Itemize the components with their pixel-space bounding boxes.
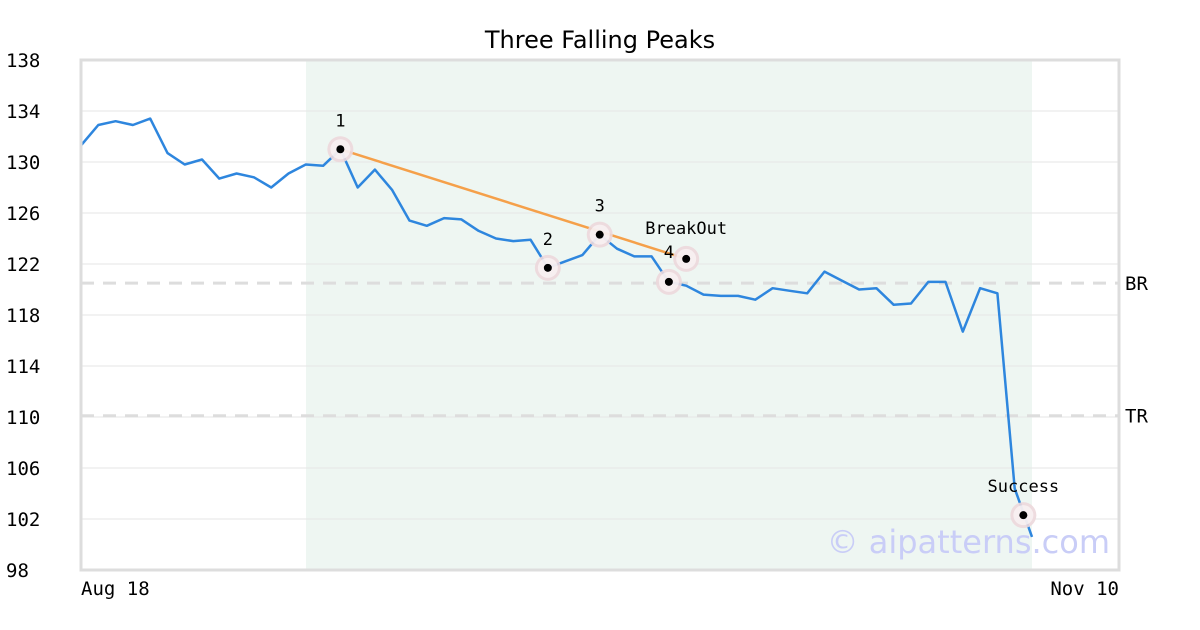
marker-label: Success: [988, 477, 1060, 497]
y-tick-label: 138: [6, 50, 40, 72]
pattern-markers: 1 2 3 4 BreakOut Success: [327, 111, 1060, 529]
x-tick-label: Aug 18: [81, 578, 150, 600]
marker-label: 4: [664, 243, 674, 263]
y-tick-label: 106: [6, 458, 40, 480]
y-tick-label: 130: [6, 152, 40, 174]
reference-line-label: TR: [1125, 406, 1148, 428]
y-tick-label: 98: [6, 560, 29, 582]
marker-dot: [543, 263, 552, 272]
marker-dot: [664, 277, 673, 286]
marker-label: 2: [543, 230, 553, 250]
y-tick-label: 122: [6, 254, 40, 276]
reference-line-label: BR: [1125, 273, 1148, 295]
marker-label: 3: [595, 197, 605, 217]
marker-dot: [682, 254, 691, 263]
marker-dot: [336, 145, 345, 154]
y-tick-label: 126: [6, 203, 40, 225]
x-axis: Aug 18 Nov 10: [81, 578, 1119, 600]
marker-label: BreakOut: [645, 219, 727, 239]
plot-frame: [79, 58, 1121, 572]
y-tick-label: 134: [6, 101, 40, 123]
watermark: © aipatterns.com: [827, 523, 1110, 561]
y-tick-label: 114: [6, 356, 40, 378]
y-tick-label: 118: [6, 305, 40, 327]
y-axis: 98 102 106 110 114 118 122 126 130 134 138: [6, 50, 40, 582]
chart-title: Three Falling Peaks: [484, 26, 715, 54]
marker-dot: [595, 230, 604, 239]
trend-line: [340, 148, 687, 261]
marker-label: 1: [335, 111, 345, 131]
y-tick-label: 110: [6, 407, 40, 429]
x-tick-label: Nov 10: [1050, 578, 1119, 600]
y-tick-label: 102: [6, 509, 40, 531]
marker-dot: [1019, 511, 1028, 520]
